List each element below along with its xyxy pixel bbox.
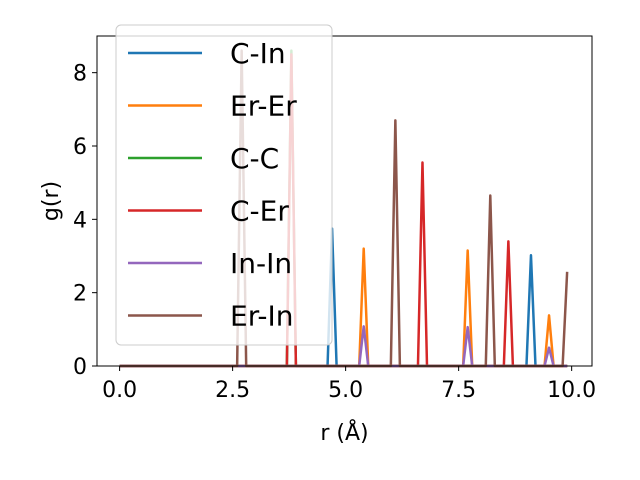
- x-tick-label: 7.5: [441, 378, 476, 403]
- legend-label: C-C: [230, 142, 279, 175]
- series-line-in-in: [119, 325, 568, 368]
- x-tick-label: 5.0: [328, 378, 363, 403]
- y-tick-label: 4: [73, 208, 87, 233]
- legend-box: [115, 24, 333, 346]
- legend-label: C-Er: [230, 195, 289, 228]
- x-tick-label: 2.5: [215, 378, 250, 403]
- y-tick-label: 8: [73, 62, 87, 87]
- legend-label: Er-In: [230, 300, 294, 333]
- y-tick-label: 0: [73, 355, 87, 380]
- y-axis: 0 2 4 6 8: [73, 62, 97, 380]
- legend-label: Er-Er: [230, 90, 297, 123]
- y-axis-label: g(r): [39, 181, 64, 221]
- plot-frame: [96, 35, 593, 367]
- x-axis: 0.0 2.5 5.0 7.5 10.0: [102, 366, 596, 403]
- x-tick-label: 0.0: [102, 378, 137, 403]
- x-axis-label: r (Å): [320, 419, 368, 446]
- y-tick-label: 2: [73, 282, 87, 307]
- x-tick-label: 10.0: [547, 378, 596, 403]
- legend-label: In-In: [230, 247, 292, 280]
- y-tick-label: 6: [73, 135, 87, 160]
- legend: C-In Er-Er C-C C-Er In-In Er-In: [115, 24, 333, 346]
- series-line-er-er: [119, 247, 568, 368]
- legend-label: C-In: [230, 37, 286, 70]
